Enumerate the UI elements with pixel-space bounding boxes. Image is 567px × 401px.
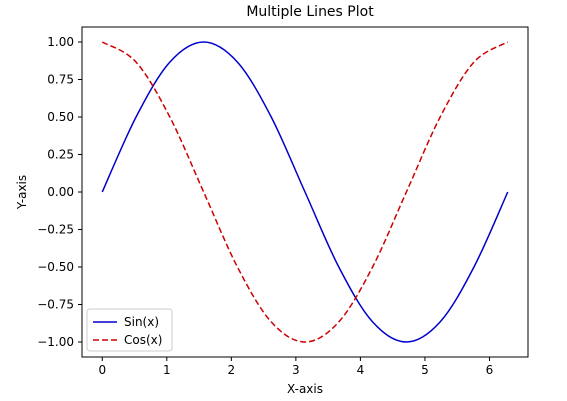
series-layer xyxy=(101,41,509,343)
y-tick-label: 1.00 xyxy=(47,35,74,49)
y-axis-label: Y-axis xyxy=(15,175,29,210)
y-tick-label: 0.25 xyxy=(47,148,74,162)
legend-label: Sin(x) xyxy=(124,315,159,329)
x-tick-label: 4 xyxy=(357,363,365,377)
legend: Sin(x) Cos(x) xyxy=(86,308,173,352)
x-tick-label: 5 xyxy=(421,363,429,377)
y-tick-label: 0.75 xyxy=(47,73,74,87)
x-tick-label: 0 xyxy=(98,363,106,377)
x-axis-label: X-axis xyxy=(287,382,323,396)
x-axis: 0 1 2 3 4 5 6 xyxy=(98,357,493,377)
x-tick-label: 1 xyxy=(163,363,171,377)
plot-area xyxy=(81,26,529,358)
y-tick-label: −0.50 xyxy=(37,260,74,274)
series-line-cos-x xyxy=(101,41,509,343)
x-tick-label: 6 xyxy=(486,363,494,377)
legend-box xyxy=(86,308,173,352)
y-tick-label: −0.75 xyxy=(37,298,74,312)
chart-title: Multiple Lines Plot xyxy=(246,4,374,20)
series-line-sin-x xyxy=(101,41,509,343)
x-tick-label: 3 xyxy=(292,363,300,377)
y-tick-label: 0.00 xyxy=(47,185,74,199)
legend-label: Cos(x) xyxy=(124,333,162,347)
y-tick-label: −1.00 xyxy=(37,335,74,349)
y-axis: 1.00 0.75 0.50 0.25 0.00 −0.25 −0.50 −0.75 −1.00 xyxy=(37,35,82,349)
x-tick-label: 2 xyxy=(228,363,236,377)
y-tick-label: 0.50 xyxy=(47,110,74,124)
y-tick-label: −0.25 xyxy=(37,223,74,237)
